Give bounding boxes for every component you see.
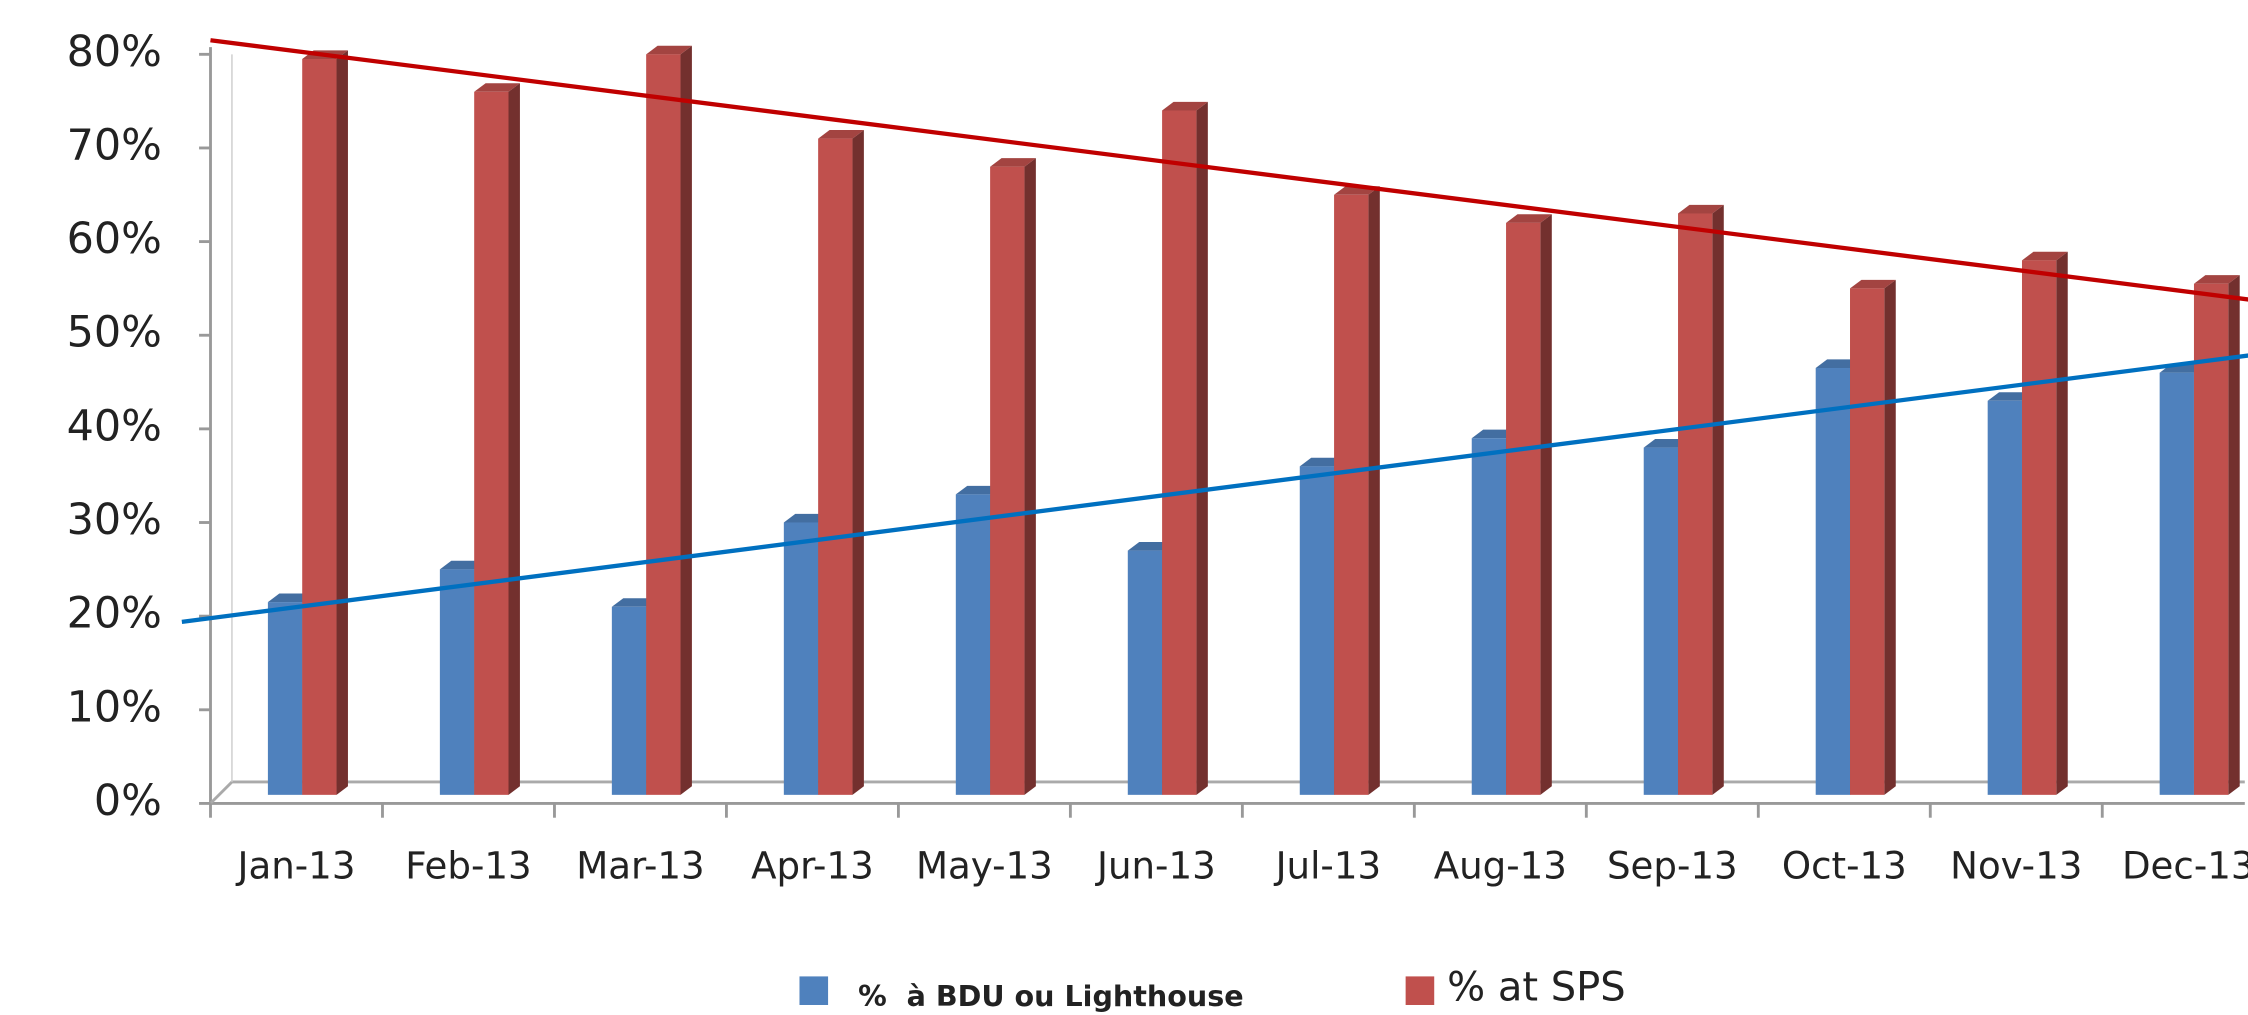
x-tick-label: Mar-13 (576, 844, 704, 887)
y-tick-label: 80% (67, 27, 162, 77)
x-tick-label: Dec-13 (2122, 844, 2248, 887)
bar (990, 166, 1025, 795)
bar-side (2056, 251, 2068, 795)
bar-side (680, 45, 692, 795)
y-tick-label: 40% (67, 401, 162, 451)
bar-side (508, 83, 520, 795)
bar-side (336, 50, 348, 795)
bar-side (1712, 204, 1724, 795)
bar (2193, 283, 2229, 795)
x-tick-label: Nov-13 (1950, 844, 2082, 887)
bar (818, 138, 853, 795)
bar (2159, 372, 2194, 795)
bar (1127, 550, 1163, 795)
bar (2021, 260, 2057, 795)
bar-side (1368, 186, 1380, 795)
bar-top (1678, 204, 1724, 214)
y-tick-label: 30% (67, 495, 162, 545)
bar-top (646, 45, 692, 55)
x-tick-label: Jun-13 (1095, 844, 1216, 887)
bar (439, 569, 475, 795)
bar-top (1506, 214, 1552, 223)
bar (611, 606, 647, 795)
bar-top (2021, 251, 2068, 261)
x-tick-label: Jan-13 (236, 844, 356, 887)
bar (1850, 288, 1885, 795)
bar-side (1884, 279, 1896, 795)
x-tick-label: Feb-13 (405, 844, 531, 887)
bar-top (990, 158, 1036, 167)
bar (1678, 213, 1713, 795)
bar (1506, 222, 1541, 795)
x-tick-label: Oct-13 (1782, 844, 1907, 887)
bar-side (1196, 101, 1208, 795)
x-tick-label: Aug-13 (1434, 844, 1567, 887)
y-tick-label: 20% (67, 589, 162, 639)
trend-line (181, 353, 2248, 624)
bar-side (2228, 275, 2240, 795)
bar (474, 91, 509, 795)
y-tick-label: 60% (67, 214, 162, 264)
bar (955, 494, 991, 795)
y-tick-label: 0% (94, 776, 162, 826)
legend-swatch (1405, 976, 1435, 1005)
bar (783, 522, 819, 795)
x-tick-label: Apr-13 (751, 844, 874, 887)
bar-top (474, 83, 520, 92)
bar (267, 602, 303, 795)
bar-side (852, 130, 864, 795)
bar (1162, 110, 1197, 795)
bar (302, 59, 337, 795)
trend-line (210, 38, 2248, 302)
legend-swatch (799, 976, 829, 1005)
bar (1987, 400, 2022, 795)
bar (1299, 466, 1335, 795)
bar-side (1540, 214, 1552, 795)
bar-side (1024, 158, 1036, 795)
x-tick-label: Sep-13 (1607, 844, 1738, 887)
legend-label: % at SPS (1447, 964, 1626, 1010)
y-tick-label: 50% (67, 308, 162, 358)
bar-top (2193, 275, 2240, 284)
bar (1334, 194, 1369, 795)
legend-label: % à BDU ou Lighthouse (858, 979, 1244, 1013)
bar (1815, 368, 1851, 795)
x-tick-label: Jul-13 (1274, 844, 1382, 887)
bar-top (818, 130, 864, 139)
bar (1471, 438, 1507, 795)
y-tick-label: 70% (67, 120, 162, 170)
bar-top (1162, 101, 1208, 111)
bar-top (611, 598, 658, 607)
bar (646, 54, 681, 795)
bar-top (1850, 279, 1896, 289)
x-tick-label: May-13 (916, 844, 1053, 887)
bar (1643, 447, 1679, 795)
y-tick-label: 10% (67, 682, 162, 732)
